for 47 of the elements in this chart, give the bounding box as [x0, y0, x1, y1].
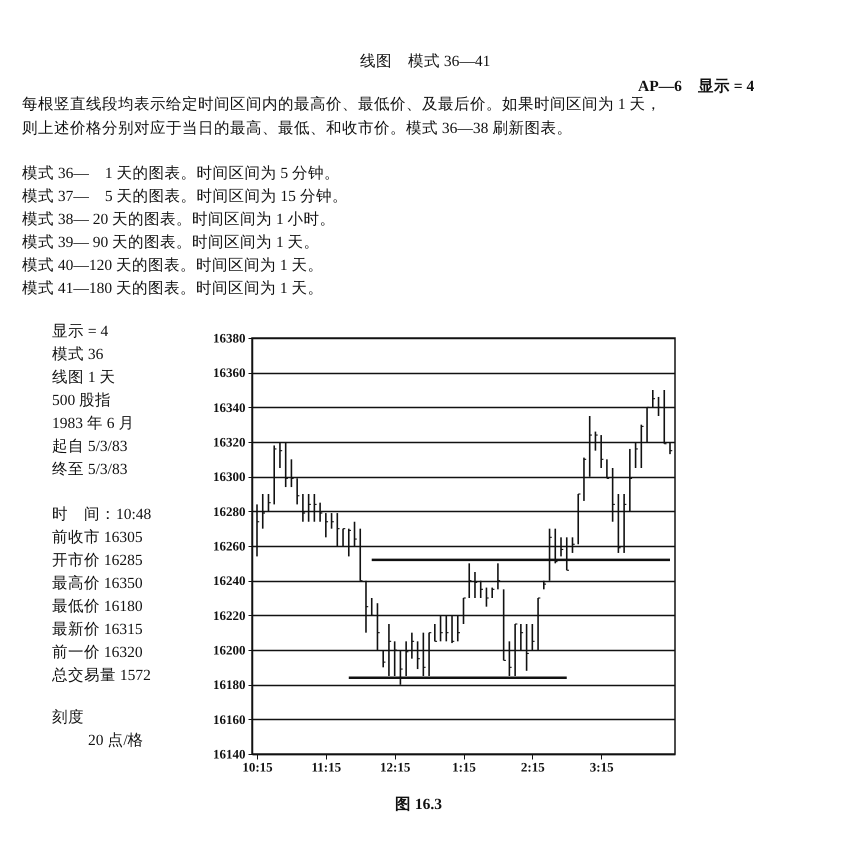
y-tick-label: 16300: [213, 469, 246, 484]
text: 最低价 16180: [52, 597, 143, 617]
y-tick-label: 16220: [213, 608, 246, 623]
text: 1983 年 6 月: [52, 414, 134, 434]
x-tick-label: 11:15: [312, 760, 342, 774]
text: 终至 5/3/83: [52, 460, 128, 480]
caption: 图 16.3: [395, 795, 442, 815]
text: 模式 40—120 天的图表。时间区间为 1 天。: [22, 256, 324, 276]
y-tick-label: 16200: [213, 642, 246, 658]
text: 最高价 16350: [52, 574, 143, 594]
text: 模式 36— 1 天的图表。时间区间为 5 分钟。: [22, 164, 340, 184]
text: 前收市 16305: [52, 528, 143, 548]
text: 20 点/格: [88, 731, 144, 751]
y-tick-label: 16140: [213, 746, 246, 762]
text: 显示 = 4: [52, 322, 108, 342]
x-tick-label: 3:15: [590, 760, 614, 774]
y-tick-label: 16180: [213, 677, 246, 692]
x-tick-label: 1:15: [452, 760, 476, 774]
text: 模式 37— 5 天的图表。时间区间为 15 分钟。: [22, 187, 348, 207]
text: 每根竖直线段均表示给定时间区间内的最高价、最低价、及最后价。如果时间区间为 1 天，: [22, 95, 662, 115]
y-tick-label: 16320: [213, 434, 246, 450]
chart-title: 线图 模式 36—41: [360, 52, 490, 72]
y-tick-label: 16160: [213, 712, 246, 727]
text: 总交易量 1572: [52, 666, 151, 686]
text: 模式 41—180 天的图表。时间区间为 1 天。: [22, 279, 324, 299]
y-tick-label: 16260: [213, 538, 246, 554]
text: 模式 38— 20 天的图表。时间区间为 1 小时。: [22, 210, 336, 230]
text: 500 股指: [52, 391, 112, 411]
text: 最新价 16315: [52, 620, 143, 640]
text: 时 间：10:48: [52, 505, 152, 525]
text: 开市价 16285: [52, 551, 143, 571]
text: 线图 1 天: [52, 368, 116, 388]
y-tick-label: 16380: [213, 330, 246, 346]
y-tick-label: 16240: [213, 573, 246, 588]
y-tick-label: 16280: [213, 504, 246, 519]
text: 模式 36: [52, 345, 104, 365]
chart-subtitle: AP—6 显示 = 4: [638, 77, 754, 96]
text: 前一价 16320: [52, 643, 143, 663]
x-tick-label: 2:15: [520, 760, 546, 774]
y-tick-label: 16360: [213, 365, 246, 380]
x-tick-label: 12:15: [380, 760, 411, 774]
text: 起自 5/3/83: [52, 437, 128, 457]
text: 刻度: [52, 708, 84, 728]
y-tick-label: 16340: [213, 400, 246, 415]
x-tick-label: 10:15: [242, 760, 274, 774]
text: 则上述价格分别对应于当日的最高、最低、和收市价。模式 36—38 刷新图表。: [22, 119, 572, 139]
text: 模式 39— 90 天的图表。时间区间为 1 天。: [22, 233, 320, 253]
